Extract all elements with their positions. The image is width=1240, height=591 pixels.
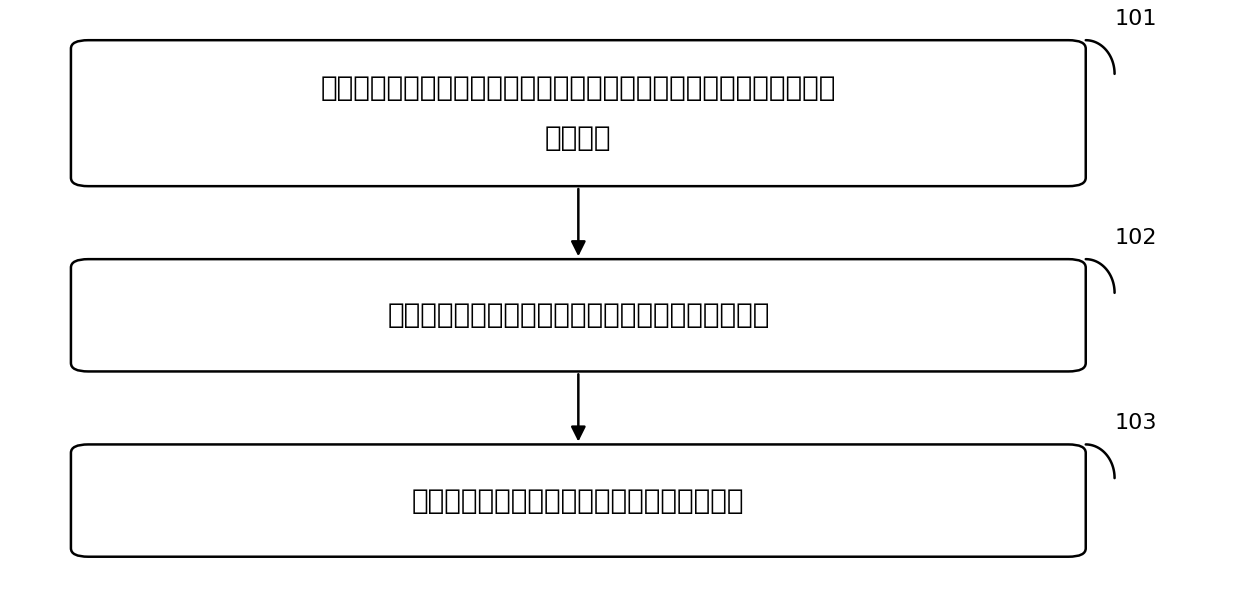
Text: 若不符合，则控制触摸屏不响应第一触摸操作: 若不符合，则控制触摸屏不响应第一触摸操作 — [412, 486, 744, 515]
FancyBboxPatch shape — [71, 40, 1086, 186]
Text: 102: 102 — [1115, 228, 1157, 248]
Text: 101: 101 — [1115, 9, 1157, 29]
Text: 103: 103 — [1115, 413, 1157, 433]
FancyBboxPatch shape — [71, 444, 1086, 557]
Text: 判断运动数据的变化规律是否符合预设触摸响应条件: 判断运动数据的变化规律是否符合预设触摸响应条件 — [387, 301, 770, 329]
FancyBboxPatch shape — [71, 259, 1086, 372]
Text: 运动数据: 运动数据 — [546, 125, 611, 152]
Text: 在触摸屏的预设防误触区域内检测到第一触摸操作时，获取移动终端的: 在触摸屏的预设防误触区域内检测到第一触摸操作时，获取移动终端的 — [321, 74, 836, 102]
